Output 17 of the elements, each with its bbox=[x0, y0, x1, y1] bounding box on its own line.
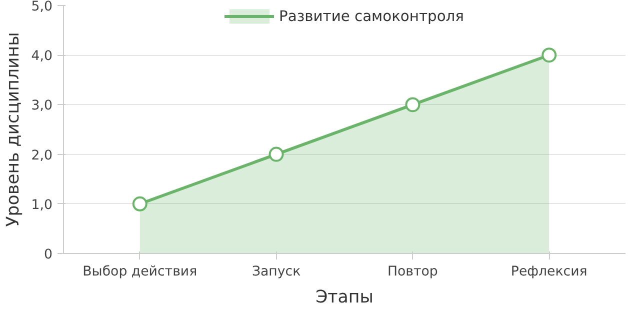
x-tick-label: Рефлексия bbox=[510, 264, 588, 280]
y-tick-label: 5,0 bbox=[31, 0, 53, 14]
x-axis-title: Этапы bbox=[316, 288, 374, 308]
point bbox=[132, 196, 148, 212]
point bbox=[405, 97, 420, 112]
x-tick-label: Выбор действия bbox=[82, 264, 198, 280]
y-axis-title: Уровень дисциплины bbox=[3, 32, 24, 227]
point bbox=[542, 48, 557, 63]
point bbox=[268, 146, 284, 162]
y-tick-label: 2,0 bbox=[31, 148, 53, 164]
x-tick-label: Запуск bbox=[252, 264, 301, 280]
x-tick-label: Повтор bbox=[388, 264, 438, 280]
y-tick-label: 0 bbox=[44, 248, 53, 262]
y-tick-label: 4,0 bbox=[31, 49, 53, 64]
legend-label: Развитие самоконтроля bbox=[279, 8, 464, 24]
y-tick-label: 1,0 bbox=[31, 198, 53, 213]
y-tick-label: 3,0 bbox=[31, 98, 53, 114]
